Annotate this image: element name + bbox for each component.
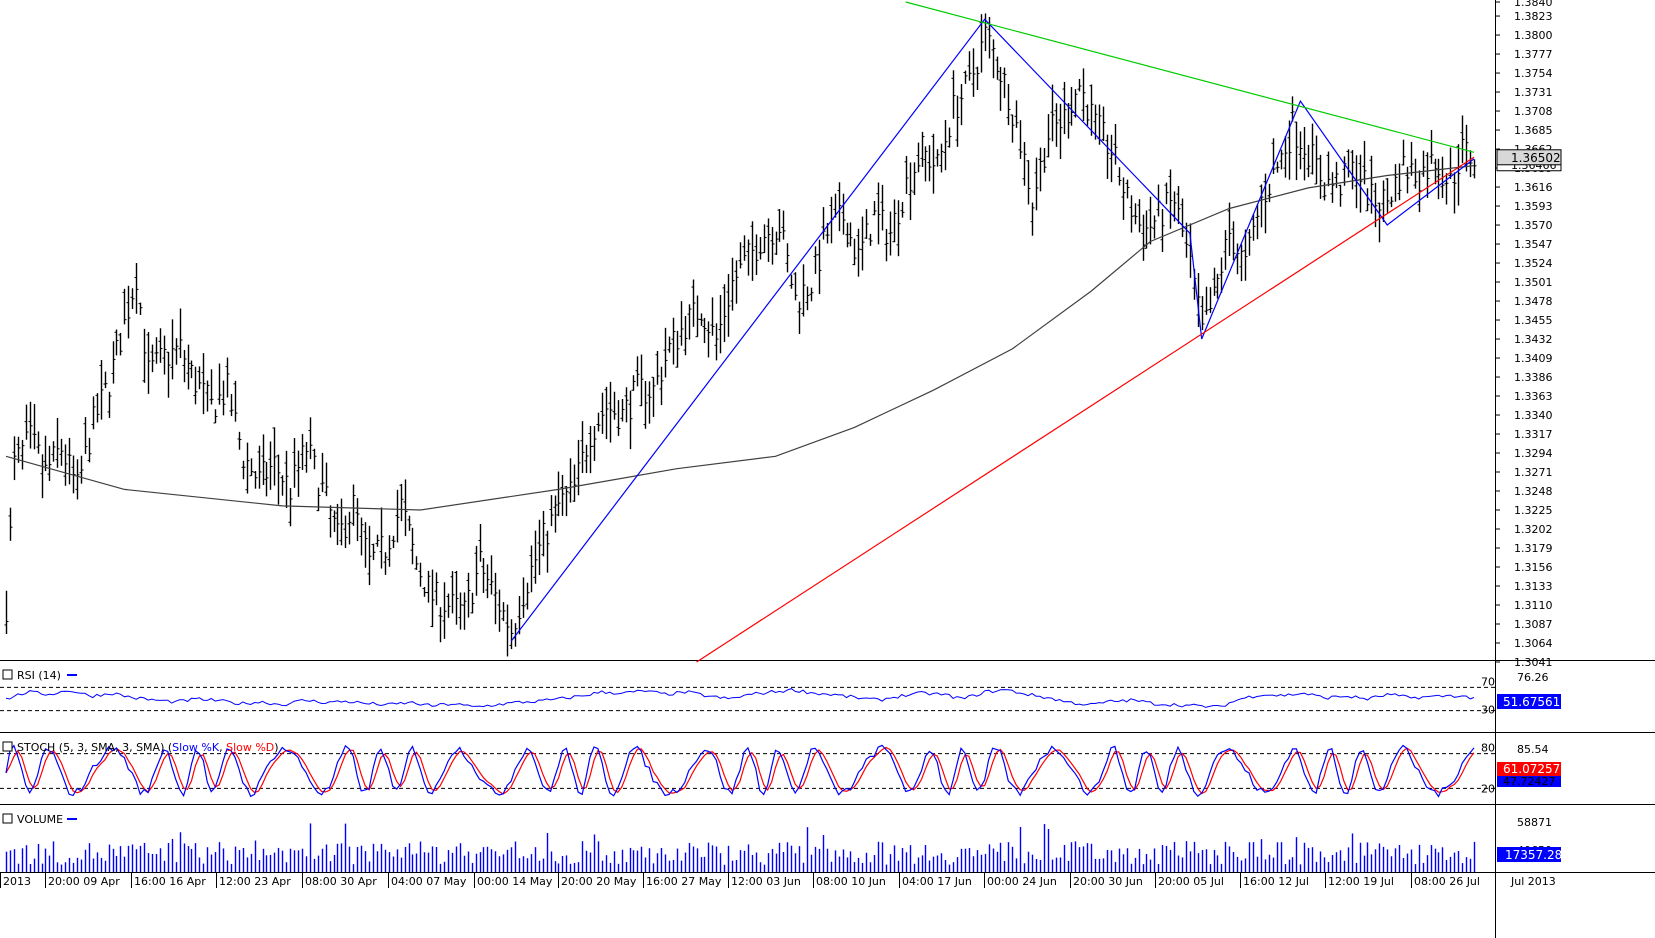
price-tick-label: 1.3156	[1514, 561, 1553, 574]
volume-top-value: 58871	[1517, 816, 1552, 829]
price-tick-label: 1.3179	[1514, 542, 1553, 555]
current-price-label: 1.36502	[1511, 151, 1561, 165]
price-tick-label: 1.3501	[1514, 276, 1553, 289]
time-label: 20:00 20 May	[561, 875, 637, 888]
time-label: 08:00 26 Jul	[1414, 875, 1480, 888]
time-label: 16:00 16 Apr	[134, 875, 206, 888]
stoch-k-tag	[1497, 776, 1561, 787]
wave-lines-line	[510, 18, 1475, 642]
price-tick-label: 1.3041	[1514, 656, 1553, 669]
stoch-label: STOCH (5, 3, SMA, 3, SMA) (Slow %K, Slow…	[17, 741, 279, 754]
time-label: 12:00 03 Jun	[731, 875, 801, 888]
time-label: 12:00 23 Apr	[219, 875, 291, 888]
time-label: 20:00 05 Jul	[1158, 875, 1224, 888]
time-label: 08:00 10 Jun	[816, 875, 886, 888]
price-tick-label: 1.3823	[1514, 10, 1553, 23]
rsi-label: RSI (14)	[17, 669, 61, 682]
price-tick-label: 1.3524	[1514, 257, 1553, 270]
time-period-label: Jul 2013	[1510, 875, 1556, 888]
time-label: 2013	[3, 875, 31, 888]
price-tick-label: 1.3685	[1514, 124, 1553, 137]
price-tick-label: 1.3271	[1514, 466, 1553, 479]
price-tick-label: 1.3570	[1514, 219, 1553, 232]
price-tick-label: 1.3708	[1514, 105, 1553, 118]
stoch-level-label: 80	[1481, 742, 1495, 755]
time-label: 20:00 30 Jun	[1073, 875, 1143, 888]
price-tick-label: 1.3225	[1514, 504, 1553, 517]
stoch-k-line	[5, 744, 1475, 798]
resistance-line	[905, 1, 1475, 153]
stoch-panel-toggle	[2, 741, 13, 752]
price-tick-label: 1.3455	[1514, 314, 1553, 327]
time-label: 12:00 19 Jul	[1328, 875, 1394, 888]
price-tick-label: 1.3202	[1514, 523, 1553, 536]
price-tick-label: 1.3294	[1514, 447, 1553, 460]
price-tick-label: 1.3478	[1514, 295, 1553, 308]
stoch-k-value: 47.72427	[1503, 775, 1556, 788]
price-tick-label: 1.3110	[1514, 599, 1553, 612]
rsi-level-label: 70	[1481, 675, 1495, 688]
price-tick-label: 1.3731	[1514, 86, 1553, 99]
price-tick-label: 1.3777	[1514, 48, 1553, 61]
volume-panel-toggle	[2, 813, 13, 824]
stoch-d-value: 61.07257	[1503, 762, 1560, 776]
support-line	[696, 156, 1475, 663]
price-tick-label: 1.3340	[1514, 409, 1553, 422]
stoch-top-value: 85.54	[1517, 743, 1549, 756]
volume-current-value: 17357.28	[1505, 848, 1562, 862]
stoch-d-line	[5, 746, 1475, 795]
volume-label: VOLUME	[17, 813, 63, 826]
price-tick-label: 1.3363	[1514, 390, 1553, 403]
price-tick-label: 1.3133	[1514, 580, 1553, 593]
time-label: 20:00 09 Apr	[48, 875, 120, 888]
rsi-current-tag	[1497, 694, 1561, 709]
rsi-top-value: 76.26	[1517, 671, 1549, 684]
time-label: 04:00 17 Jun	[902, 875, 972, 888]
stoch-d-tag	[1497, 762, 1561, 776]
price-tick-label: 1.3064	[1514, 637, 1553, 650]
rsi-line	[5, 688, 1475, 708]
price-tick-label: 1.3547	[1514, 238, 1553, 251]
rsi-current-value: 51.67561	[1503, 695, 1560, 709]
rsi-panel-toggle	[2, 669, 13, 680]
price-tick-label: 1.3087	[1514, 618, 1553, 631]
price-tick-label: 1.3616	[1514, 181, 1553, 194]
price-tick-label: 1.3386	[1514, 371, 1553, 384]
current-price-tag	[1496, 149, 1562, 166]
price-tick-label: 1.3754	[1514, 67, 1553, 80]
time-label: 00:00 14 May	[477, 875, 553, 888]
time-label: 08:00 30 Apr	[305, 875, 377, 888]
price-tick-label: 1.3248	[1514, 485, 1553, 498]
price-tick-label: 1.3840	[1514, 0, 1553, 9]
moving-average-line	[5, 165, 1475, 511]
time-label: 04:00 07 May	[391, 875, 467, 888]
price-tick-label: 1.3432	[1514, 333, 1553, 346]
time-label: 16:00 12 Jul	[1243, 875, 1309, 888]
price-tick-label: 1.3800	[1514, 29, 1553, 42]
volume-current-tag	[1497, 847, 1561, 862]
rsi-level-label: 30	[1481, 704, 1495, 717]
stoch-level-label: 20	[1481, 782, 1495, 795]
price-tick-label: 1.3593	[1514, 200, 1553, 213]
price-tick-label: 1.3409	[1514, 352, 1553, 365]
price-tick-label: 1.3317	[1514, 428, 1553, 441]
time-label: 00:00 24 Jun	[987, 875, 1057, 888]
time-label: 16:00 27 May	[646, 875, 722, 888]
